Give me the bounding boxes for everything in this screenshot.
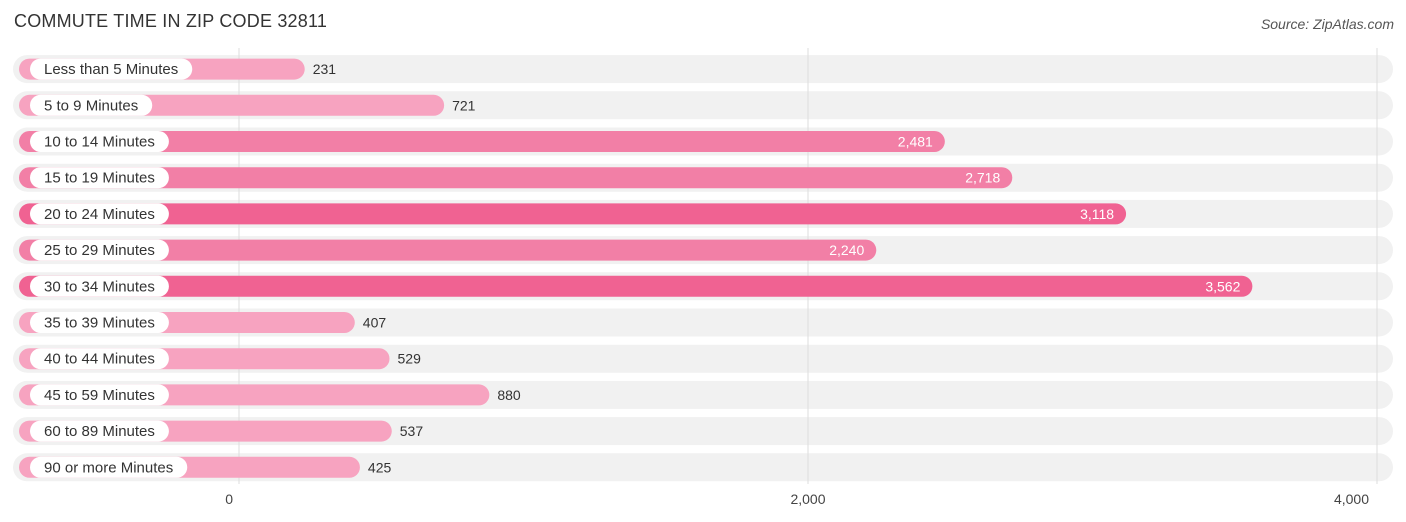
category-label: 45 to 59 Minutes — [44, 387, 155, 404]
bar — [19, 203, 1127, 225]
category-pill — [30, 456, 188, 478]
category-label: 60 to 89 Minutes — [44, 423, 155, 440]
category-pill — [30, 312, 169, 333]
category-pill — [30, 203, 169, 225]
row-track — [13, 453, 1393, 482]
category-label: 25 to 29 Minutes — [44, 242, 155, 259]
value-label: 3,118 — [1080, 206, 1114, 222]
category-pill — [30, 420, 169, 442]
category-pill — [30, 58, 193, 80]
category-label: 40 to 44 Minutes — [44, 351, 155, 368]
category-label: 5 to 9 Minutes — [44, 97, 138, 114]
value-label: 231 — [313, 61, 337, 77]
value-label: 537 — [400, 423, 424, 439]
value-label: 2,718 — [965, 170, 1000, 186]
category-label: 15 to 19 Minutes — [44, 170, 155, 187]
x-tick-label: 0 — [225, 491, 233, 507]
category-pill — [30, 239, 169, 261]
value-label: 407 — [363, 315, 387, 331]
category-pill — [30, 131, 169, 152]
bar — [19, 275, 1253, 297]
category-pill — [30, 384, 169, 406]
category-label: 10 to 14 Minutes — [44, 134, 155, 151]
value-label: 721 — [452, 97, 476, 113]
source-credit: Source: ZipAtlas.com — [1260, 16, 1394, 32]
x-tick-label: 2,000 — [790, 491, 825, 507]
category-label: 90 or more Minutes — [44, 459, 173, 476]
value-label: 880 — [497, 387, 521, 403]
value-label: 2,481 — [898, 134, 933, 150]
value-label: 2,240 — [829, 242, 864, 258]
bar — [19, 131, 945, 152]
category-pill — [30, 94, 153, 116]
category-pill — [30, 275, 169, 297]
category-label: Less than 5 Minutes — [44, 61, 178, 78]
value-label: 425 — [368, 459, 392, 475]
bar — [19, 167, 1013, 189]
bar — [19, 239, 877, 261]
row-track — [13, 55, 1393, 84]
category-pill — [30, 348, 169, 370]
category-label: 30 to 34 Minutes — [44, 278, 155, 295]
category-pill — [30, 167, 169, 189]
row-track — [13, 308, 1393, 337]
value-label: 3,562 — [1205, 278, 1240, 294]
category-label: 35 to 39 Minutes — [44, 315, 155, 332]
value-label: 529 — [398, 351, 422, 367]
category-label: 20 to 24 Minutes — [44, 206, 155, 223]
chart-title: COMMUTE TIME IN ZIP CODE 32811 — [14, 11, 328, 31]
x-tick-label: 4,000 — [1334, 491, 1369, 507]
